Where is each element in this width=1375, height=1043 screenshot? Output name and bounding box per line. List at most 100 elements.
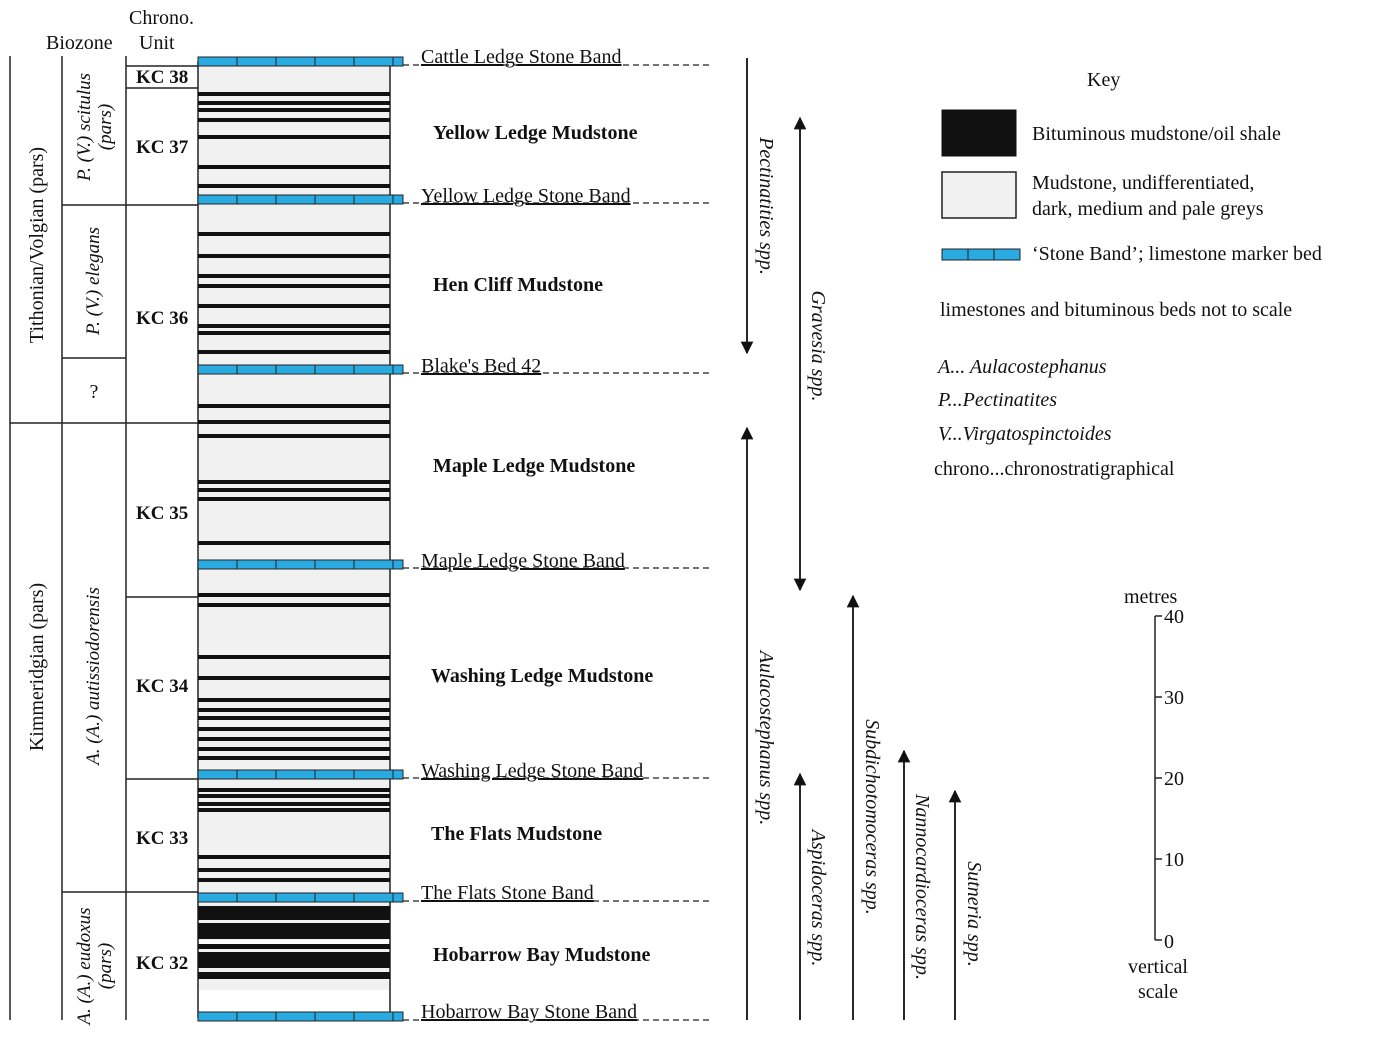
scale-tick-30: 30 [1164, 687, 1184, 709]
thin-bituminous-bed [198, 324, 390, 328]
thin-bituminous-bed [198, 855, 390, 859]
key-not-to-scale: limestones and bituminous beds not to sc… [940, 299, 1292, 321]
thin-bituminous-bed [198, 434, 390, 438]
taxon-aspidoceras: Aspidoceras spp. [807, 828, 829, 967]
thick-bituminous-bed [198, 906, 390, 920]
stone-band-bed [197, 892, 404, 903]
range-arrows [740, 58, 962, 1020]
stone-band-bed [197, 559, 404, 570]
biozone-eudoxus-line1: A. (A.) eudoxus [74, 907, 95, 1026]
thin-bituminous-bed [198, 232, 390, 236]
chrono-unit-kc37: KC 37 [136, 137, 189, 158]
thin-bituminous-bed [198, 284, 390, 288]
thin-bituminous-bed [198, 480, 390, 484]
thin-bituminous-bed [198, 184, 390, 188]
thin-bituminous-bed [198, 304, 390, 308]
key-mudstone-label-line2: dark, medium and pale greys [1032, 198, 1264, 220]
mudstone-maple-ledge: Maple Ledge Mudstone [433, 455, 635, 477]
key-bituminous-label: Bituminous mudstone/oil shale [1032, 123, 1281, 145]
thin-bituminous-bed [198, 497, 390, 501]
lithology-column [197, 61, 391, 1018]
biozone-header: Biozone [46, 32, 113, 54]
key-mudstone-label-line1: Mudstone, undifferentiated, [1032, 172, 1254, 194]
stone-band-layer [197, 56, 404, 1022]
thin-bituminous-bed [198, 92, 390, 96]
thin-bituminous-bed [198, 727, 390, 731]
thin-bituminous-bed [198, 708, 390, 712]
key-bituminous-swatch [941, 109, 1017, 157]
thin-bituminous-bed [198, 404, 390, 408]
key-abbr-virgatospinctoides: V...Virgatospinctoides [938, 423, 1112, 445]
mudstone-yellow-ledge: Yellow Ledge Mudstone [433, 122, 638, 144]
pale-mudstone-bed [199, 940, 389, 944]
thin-bituminous-bed [198, 101, 390, 105]
thin-bituminous-bed [198, 655, 390, 659]
mudstone-hobarrow-bay: Hobarrow Bay Mudstone [433, 944, 651, 966]
scale-tick-10: 10 [1164, 849, 1184, 871]
mudstone-washing-ledge: Washing Ledge Mudstone [431, 665, 653, 687]
thin-bituminous-bed [198, 165, 390, 169]
thin-bituminous-bed [198, 716, 390, 720]
thin-bituminous-bed [198, 756, 390, 760]
key-stone-band-swatch [941, 248, 1021, 261]
stage-label-tithonian: Tithonian/Volgian (pars) [26, 147, 48, 343]
chrono-header-line1: Chrono. [129, 7, 194, 29]
scale-tick-40: 40 [1164, 606, 1184, 628]
thin-bituminous-bed [198, 593, 390, 597]
taxon-pectinatites: Pectinatities spp. [755, 136, 777, 275]
thin-bituminous-bed [198, 868, 390, 872]
biozone-autissiodorensis: A. (A.) autissiodorensis [83, 587, 104, 767]
thick-bituminous-bed [198, 972, 390, 979]
key-mudstone-swatch [941, 171, 1017, 219]
mudstone-hen-cliff: Hen Cliff Mudstone [433, 274, 603, 296]
column-frame [9, 56, 198, 1020]
thin-bituminous-bed [198, 808, 390, 812]
marker-washing-ledge: Washing Ledge Stone Band [421, 760, 643, 782]
key-title: Key [1087, 69, 1120, 91]
marker-yellow-ledge: Yellow Ledge Stone Band [421, 185, 631, 207]
marker-cattle-ledge: Cattle Ledge Stone Band [421, 46, 622, 68]
thin-bituminous-bed [198, 420, 390, 424]
thin-bituminous-bed [198, 254, 390, 258]
scale-tick-20: 20 [1164, 768, 1184, 790]
taxon-aulacostephanus: Aulacostephanus spp. [755, 649, 777, 825]
biozone-eudoxus-line2: (pars) [95, 943, 116, 989]
marker-the-flats: The Flats Stone Band [421, 882, 594, 904]
key-abbr-aulacostephanus: A... Aulacostephanus [936, 356, 1107, 378]
thin-bituminous-bed [198, 541, 390, 545]
thin-bituminous-bed [198, 794, 390, 798]
thin-bituminous-bed [198, 108, 390, 112]
vertical-scale-bar: metres 40 30 20 10 0 vertical scale [1124, 586, 1188, 1003]
key-abbr-pectinatites: P...Pectinatites [937, 389, 1057, 411]
taxon-subdichotomoceras: Subdichotomoceras spp. [861, 719, 883, 915]
thick-bituminous-bed [198, 952, 390, 968]
marker-dashed-lines [403, 64, 710, 1021]
bed-layer [198, 92, 390, 1012]
marker-hobarrow-bay: Hobarrow Bay Stone Band [421, 1001, 637, 1023]
thin-bituminous-bed [198, 788, 390, 792]
scale-unit: metres [1124, 586, 1178, 608]
biozone-unknown: ? [90, 381, 99, 403]
stone-band-bed [197, 1011, 404, 1022]
key-stone-band-label: ‘Stone Band’; limestone marker bed [1032, 243, 1322, 265]
stage-label-kimmeridgian: Kimmeridgian (pars) [26, 583, 48, 751]
key-panel: Key Bituminous mudstone/oil shale Mudsto… [934, 69, 1322, 480]
biozone-scitulus-line2: (pars) [95, 104, 116, 150]
thin-bituminous-bed [198, 274, 390, 278]
biozone-elegans: P. (V.) elegans [83, 227, 104, 336]
stone-band-bed [197, 56, 404, 67]
pale-mudstone-bed [199, 990, 389, 1012]
taxon-gravesia: Gravesia spp. [807, 290, 829, 401]
thin-bituminous-bed [198, 135, 390, 139]
chrono-header-line2: Unit [139, 32, 175, 54]
thin-bituminous-bed [198, 737, 390, 741]
thin-bituminous-bed [198, 603, 390, 607]
scale-caption-line1: vertical [1128, 956, 1188, 978]
thin-bituminous-bed [198, 747, 390, 751]
thin-bituminous-bed [198, 698, 390, 702]
chrono-unit-kc36: KC 36 [136, 308, 188, 329]
thin-bituminous-bed [198, 350, 390, 354]
marker-blakes-bed: Blake's Bed 42 [421, 355, 541, 377]
thin-bituminous-bed [198, 676, 390, 680]
